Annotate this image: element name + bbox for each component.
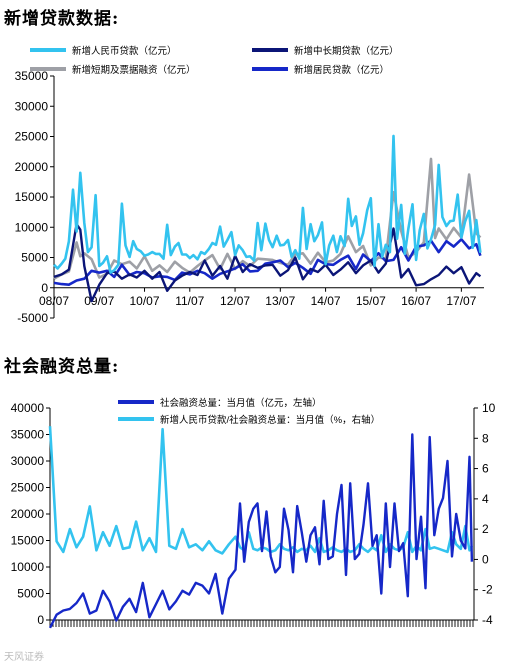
x-tick-label: 12/07 — [220, 294, 250, 308]
section-title-loans: 新增贷款数据: — [4, 9, 120, 29]
y2-tick-label: 2 — [482, 522, 489, 536]
x-tick-label: 10/07 — [130, 294, 160, 308]
social-financing-chart: 社会融资总量：当月值（亿元，左轴） 新增人民币贷款/社会融资总量：当月值（%，右轴… — [11, 397, 496, 629]
new-loans-chart: 新增人民币贷款（亿元） 新增中长期贷款（亿元） 新增短期及票据融资（亿元） 新增居民贷… — [15, 45, 484, 325]
series-line-2 — [48, 426, 474, 555]
x-tick-label: 15/07 — [356, 294, 386, 308]
legend-label-1: 新增人民币贷款（亿元） — [72, 45, 177, 57]
x-tick-label: 17/07 — [446, 294, 476, 308]
y-tick-label: 20000 — [15, 160, 49, 174]
x-tick-label: 16/07 — [401, 294, 431, 308]
legend-label-2: 新增人民币贷款/社会融资总量：当月值（%，右轴） — [160, 414, 380, 426]
series-line-2 — [53, 222, 482, 303]
y-tick-label: -5000 — [17, 311, 48, 325]
watermark: 天风证券 — [4, 652, 44, 663]
x-tick-label: 14/07 — [311, 294, 341, 308]
y-tick-label: 35000 — [11, 428, 45, 442]
y2-tick-label: -4 — [482, 613, 493, 627]
y2-tick-label: 0 — [482, 552, 489, 566]
y-tick-label: 15000 — [15, 190, 49, 204]
series-line-1 — [48, 433, 474, 629]
x-tick-label: 13/07 — [265, 294, 295, 308]
legend-label-1: 社会融资总量：当月值（亿元，左轴） — [160, 397, 322, 409]
y-tick-label: 25000 — [11, 481, 45, 495]
y2-tick-label: 8 — [482, 431, 489, 445]
legend-label-2: 新增中长期贷款（亿元） — [294, 45, 399, 57]
section-title-social-financing: 社会融资总量: — [4, 357, 120, 377]
y-tick-label: 5000 — [17, 587, 44, 601]
y-tick-label: 5000 — [21, 251, 48, 265]
x-tick-label: 11/07 — [175, 294, 204, 308]
y-tick-label: 15000 — [11, 534, 45, 548]
legend-label-3: 新增短期及票据融资（亿元） — [72, 64, 196, 76]
legend-label-4: 新增居民贷款（亿元） — [294, 64, 389, 76]
y-tick-label: 25000 — [15, 130, 49, 144]
y-tick-label: 20000 — [11, 507, 45, 521]
y2-tick-label: 10 — [482, 401, 496, 415]
y-tick-label: 30000 — [15, 99, 49, 113]
y-tick-label: 30000 — [11, 454, 45, 468]
y-tick-label: 0 — [41, 281, 48, 295]
x-tick-label: 09/07 — [84, 294, 114, 308]
y2-tick-label: 6 — [482, 462, 489, 476]
y-tick-label: 40000 — [11, 401, 45, 415]
y-tick-label: 0 — [37, 613, 44, 627]
y2-tick-label: 4 — [482, 492, 489, 506]
x-tick-label: 08/07 — [39, 294, 69, 308]
y-tick-label: 35000 — [15, 69, 49, 83]
series-line-1 — [53, 134, 482, 274]
y-tick-label: 10000 — [15, 220, 49, 234]
y-tick-label: 10000 — [11, 560, 45, 574]
series-line-4 — [53, 238, 482, 286]
y2-tick-label: -2 — [482, 583, 493, 597]
